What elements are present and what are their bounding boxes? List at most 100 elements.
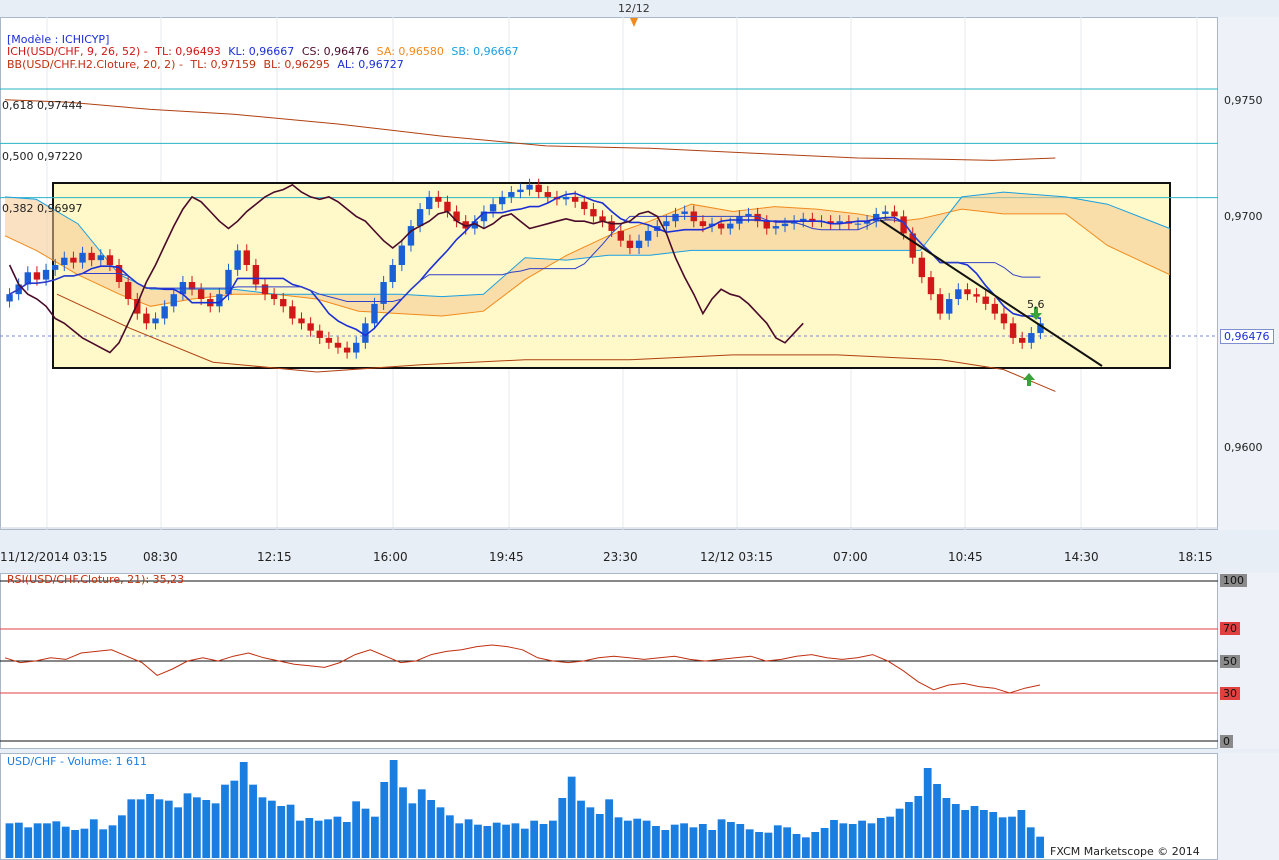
volume-bar-78 [736,824,745,858]
senkou-span-b [4,191,1170,298]
ichimoku-cloud [5,192,1170,316]
candle-body-45 [416,209,424,227]
candle-body-16 [152,318,159,324]
candle-body-110 [1009,323,1017,338]
volume-bar-48 [455,823,464,858]
candle-body-79 [727,223,734,229]
candle-body-59 [544,192,551,197]
volume-bar-31 [296,820,304,858]
volume-bar-61 [577,800,585,858]
volume-bar-69 [652,826,660,858]
volume-bar-110 [1036,836,1044,858]
ich-kl: KL: 0,96667 [228,45,295,58]
volume-bar-89 [839,823,848,858]
volume-bar-50 [474,824,482,858]
volume-bar-33 [314,820,323,858]
volume-bar-81 [764,832,773,858]
candle-body-46 [426,196,433,210]
candle-body-66 [608,221,615,231]
volume-bar-39 [371,816,379,858]
volume-bar-55 [520,828,529,858]
candle-body-84 [772,226,780,229]
candle-body-11 [106,255,114,265]
volume-bar-18 [174,807,183,858]
candle-body-29 [270,294,278,300]
candle-body-7 [70,257,77,263]
candle-body-97 [891,211,898,217]
ich-sb: SB: 0,96667 [451,45,519,58]
time-label-10: 18:15 [1178,550,1213,564]
volume-bar-91 [858,820,866,858]
volume-bar-19 [183,793,192,858]
candle-body-73 [672,213,679,222]
candle-body-0 [6,294,13,302]
volume-bar-87 [820,828,829,858]
candle-body-4 [42,269,50,280]
volume-axis-panel [1218,753,1279,860]
volume-bar-88 [830,820,838,858]
trend-line [879,219,1103,367]
candle-body-85 [781,223,789,227]
candle-body-9 [88,252,95,261]
candle-body-74 [681,211,688,214]
candle-body-61 [562,196,570,200]
volume-bar-1 [14,822,23,858]
volume-bar-101 [951,804,960,858]
volume-bar-53 [502,824,510,858]
candle-body-69 [635,240,643,248]
candle-body-63 [581,201,588,210]
volume-bar-47 [445,815,454,858]
signal-arrow-icon [1030,307,1042,320]
volume-bar-14 [136,799,145,858]
volume-bar-9 [89,819,98,858]
volume-bar-56 [530,820,539,858]
candle-body-24 [225,269,232,295]
model-label: [Modèle : ICHICYP] [7,33,110,46]
candle-body-20 [188,282,196,290]
volume-bar-16 [155,799,164,858]
volume-bar-65 [614,817,623,858]
price-tick-9700: 0,9700 [1224,210,1263,223]
volume-bar-98 [923,768,932,858]
volume-bar-108 [1017,810,1026,858]
volume-bar-34 [324,819,332,858]
time-label-0: 11/12/2014 03:15 [0,550,108,564]
candle-body-57 [526,184,533,190]
volume-bar-105 [989,812,998,858]
volume-bar-86 [811,832,820,858]
ich-sa: SA: 0,96580 [376,45,444,58]
candle-body-77 [708,223,716,227]
volume-bar-29 [277,806,286,858]
candle-body-53 [489,204,497,212]
candle-body-5 [51,264,59,270]
volume-bar-97 [914,796,923,858]
price-tick-9600: 0,9600 [1224,441,1263,454]
volume-bar-83 [783,827,792,858]
volume-bar-32 [305,818,314,858]
volume-bar-23 [221,784,229,858]
candle-body-58 [535,184,542,193]
candle-body-95 [873,213,880,222]
candle-body-36 [334,342,342,348]
time-label-9: 14:30 [1064,550,1099,564]
pattern-annotation: 5,6 [1027,298,1045,311]
candle-body-14 [134,299,141,314]
candle-body-18 [170,294,177,307]
volume-bar-68 [642,820,651,858]
volume-bar-107 [1008,816,1016,858]
volume-bar-79 [745,829,754,858]
volume-bar-21 [202,800,211,858]
candle-body-27 [252,264,260,285]
candle-body-99 [909,233,916,258]
candle-body-108 [991,303,999,314]
time-label-1: 08:30 [143,550,178,564]
bb-title: BB(USD/CHF.H2.Cloture, 20, 2) - [7,58,183,71]
candle-body-111 [1019,337,1026,343]
candle-body-83 [763,221,770,229]
candle-body-68 [626,240,634,248]
volume-bar-24 [230,780,239,858]
volume-bar-17 [164,800,173,858]
volume-bar-64 [605,799,614,858]
candle-body-21 [197,289,205,300]
